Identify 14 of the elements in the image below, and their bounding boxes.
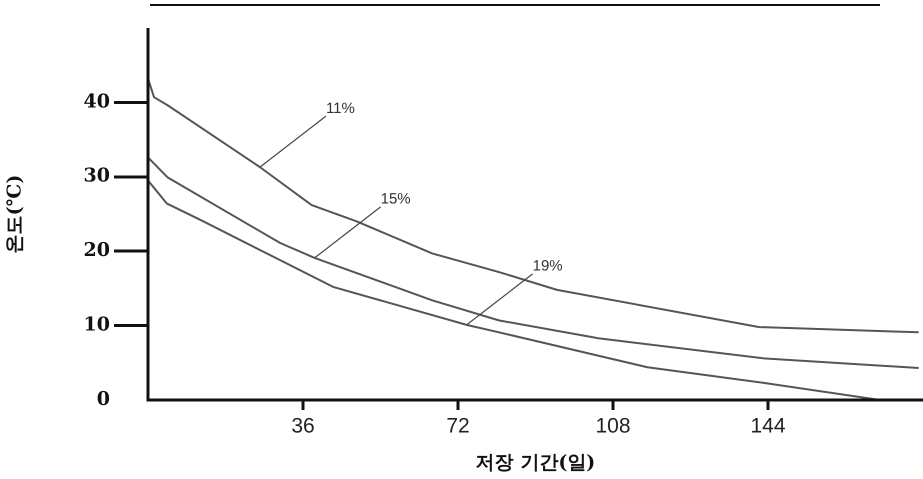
y-tick-label: 20 (84, 239, 110, 262)
y-tick-label: 10 (84, 314, 110, 336)
annotation: 11% (326, 100, 355, 117)
annotation: 19% (532, 257, 563, 274)
x-tick-label: 144 (750, 414, 786, 438)
y-tick-label: 0 (96, 388, 110, 410)
y-tick-label: 30 (84, 164, 110, 187)
x-axis-title: 저장 기간(일) (476, 452, 596, 474)
y-axis-title: 온도(℃) (3, 174, 26, 254)
y-tick-label: 40 (84, 90, 110, 112)
x-tick-label: 72 (446, 414, 470, 438)
x-tick-label: 108 (595, 414, 631, 438)
annotation: 15% (380, 190, 411, 208)
x-tick-label: 36 (291, 414, 315, 438)
